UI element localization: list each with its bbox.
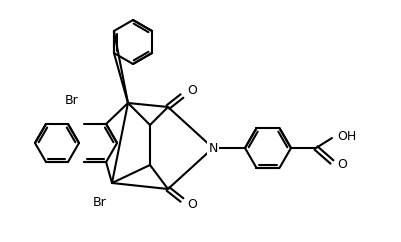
Text: Br: Br <box>93 196 107 209</box>
Text: O: O <box>186 198 196 212</box>
Text: Br: Br <box>65 93 79 106</box>
Text: O: O <box>186 84 196 98</box>
Text: O: O <box>336 158 346 171</box>
Text: OH: OH <box>336 129 355 143</box>
Text: N: N <box>208 142 217 154</box>
